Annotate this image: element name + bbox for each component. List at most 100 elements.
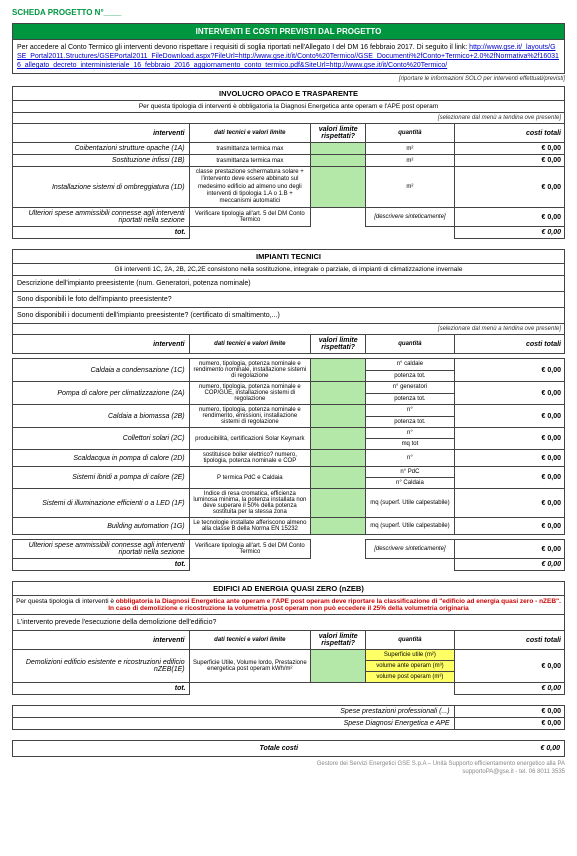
int-label: Building automation (1G): [13, 518, 190, 535]
note-effettuati: [riportare le informazioni SOLO per inte…: [12, 76, 565, 82]
table-row: Ulteriori spese ammissibili connesse agl…: [13, 540, 565, 559]
spesa-label: Spese Diagnosi Energetica e APE: [13, 718, 455, 730]
tot-label: tot.: [13, 683, 190, 695]
sec2-q2[interactable]: Sono disponibili le foto dell'impianto p…: [13, 292, 565, 308]
qnt-cell[interactable]: n°: [366, 428, 454, 439]
cost-cell: € 0,00: [454, 718, 564, 730]
desc-text: Per questa tipologia di interventi è: [16, 598, 116, 605]
cost-cell: € 0,00: [454, 382, 564, 405]
qnt-cell[interactable]: m²: [366, 155, 454, 167]
qnt-cell[interactable]: mq tot: [366, 439, 454, 450]
dati-cell: Verificare tipologia all'art. 5 del DM C…: [189, 208, 310, 227]
val-cell[interactable]: [311, 167, 366, 208]
int-label: Demolizioni edificio esistente e ricostr…: [13, 650, 190, 683]
cost-cell: € 0,00: [454, 143, 564, 155]
qnt-cell[interactable]: [descrivere sinteticamente]: [366, 208, 454, 227]
val-cell[interactable]: [311, 143, 366, 155]
cost-cell: € 0,00: [454, 450, 564, 467]
val-cell[interactable]: [311, 450, 366, 467]
val-cell[interactable]: [311, 155, 366, 167]
note-tendina: [selezionare dal menù a tendina ove pres…: [13, 324, 565, 335]
val-cell[interactable]: [311, 359, 366, 382]
table-row: Scaldacqua in pompa di calore (2D)sostit…: [13, 450, 565, 467]
sec1-title: INVOLUCRO OPACO E TRASPARENTE: [13, 87, 565, 101]
sec2-q3[interactable]: Sono disponibili i documenti dell'impian…: [13, 308, 565, 324]
qnt-cell[interactable]: n° generatori: [366, 382, 454, 394]
page-footer: Gestore dei Servizi Energetici GSE S.p.A…: [12, 761, 565, 777]
qnt-cell[interactable]: volume post operam (m³): [366, 672, 454, 683]
dati-cell: Verificare tipologia all'art. 5 del DM C…: [189, 540, 310, 559]
qnt-cell[interactable]: volume ante operam (m³): [366, 661, 454, 672]
qnt-cell[interactable]: Superficie utile (m²): [366, 650, 454, 661]
totale-value: € 0,00: [541, 745, 560, 752]
sec1-desc: Per questa tipologia di interventi è obb…: [13, 101, 565, 113]
qnt-cell[interactable]: m²: [366, 143, 454, 155]
spesa-label: Spese prestazioni professionali (...): [13, 706, 455, 718]
val-cell[interactable]: [311, 489, 366, 518]
totale-label: Totale costi: [17, 745, 541, 752]
qnt-cell[interactable]: potenza tot.: [366, 416, 454, 428]
qnt-cell[interactable]: potenza tot.: [366, 393, 454, 405]
page-header: SCHEDA PROGETTO N°____: [12, 8, 565, 17]
val-cell[interactable]: [311, 405, 366, 428]
dati-cell: numero, tipologia, potenza nominale e re…: [189, 359, 310, 382]
note-tendina: [selezionare dal menù a tendina ove pres…: [13, 113, 565, 124]
qnt-cell[interactable]: n° caldaie: [366, 359, 454, 371]
desc-red: obbligatoria la Diagnosi Energetica ante…: [108, 598, 561, 612]
val-cell[interactable]: [311, 382, 366, 405]
cost-cell: € 0,00: [454, 540, 564, 559]
dati-cell: Superficie Utile, Volume lordo, Prestazi…: [189, 650, 310, 683]
main-title: INTERVENTI E COSTI PREVISTI DAL PROGETTO: [12, 23, 565, 40]
th-valori: valori limite rispettati?: [311, 124, 366, 143]
table-row: Sostituzione infissi (1B) trasmittanza t…: [13, 155, 565, 167]
qnt-cell[interactable]: potenza tot.: [366, 370, 454, 382]
val-cell[interactable]: [311, 428, 366, 450]
th-costi: costi totali: [454, 124, 564, 143]
th-interventi: interventi: [13, 631, 190, 650]
int-label: Sistemi di illuminazione efficienti o a …: [13, 489, 190, 518]
th-valori: valori limite rispettati?: [311, 631, 366, 650]
dati-cell: trasmittanza termica max: [189, 155, 310, 167]
th-dati: dati tecnici e valori limite: [189, 631, 310, 650]
qnt-cell[interactable]: m²: [366, 167, 454, 208]
qnt-cell[interactable]: n°: [366, 450, 454, 467]
sec2-q1[interactable]: Descrizione dell'impianto preesistente (…: [13, 276, 565, 292]
qnt-cell[interactable]: n°: [366, 405, 454, 417]
table-row: Coibentazioni strutture opache (1A) tras…: [13, 143, 565, 155]
dati-cell: Le tecnologie installate afferiscono alm…: [189, 518, 310, 535]
int-label: Installazione sistemi di ombreggiatura (…: [13, 167, 190, 208]
table-involucro: INVOLUCRO OPACO E TRASPARENTE Per questa…: [12, 86, 565, 239]
table-row: Installazione sistemi di ombreggiatura (…: [13, 167, 565, 208]
sec2-footer: Ulteriori spese ammissibili connesse agl…: [12, 539, 565, 571]
totale-costi: Totale costi € 0,00: [12, 740, 565, 757]
int-label: Caldaia a biomassa (2B): [13, 405, 190, 428]
intro-text: Per accedere al Conto Termico gli interv…: [17, 44, 467, 51]
th-valori: valori limite rispettati?: [311, 335, 366, 354]
sec3-q1[interactable]: L'intervento prevede l'esecuzione della …: [13, 615, 565, 631]
cost-cell: € 0,00: [454, 167, 564, 208]
val-cell[interactable]: [311, 650, 366, 683]
table-impianti: IMPIANTI TECNICI Gli interventi 1C, 2A, …: [12, 249, 565, 354]
cost-cell: € 0,00: [454, 405, 564, 428]
qnt-cell[interactable]: [descrivere sinteticamente]: [366, 540, 454, 559]
val-cell[interactable]: [311, 518, 366, 535]
qnt-cell[interactable]: n° Caldaia: [366, 478, 454, 489]
footer-line: Gestore dei Servizi Energetici GSE S.p.A…: [12, 761, 565, 769]
dati-cell: numero, tipologia, potenza nominale e re…: [189, 405, 310, 428]
qnt-cell[interactable]: n° PdC: [366, 467, 454, 478]
int-label: Caldaia a condensazione (1C): [13, 359, 190, 382]
qnt-cell[interactable]: mq (superf. Utile calpestabile): [366, 518, 454, 535]
cost-cell: € 0,00: [454, 518, 564, 535]
cost-cell: € 0,00: [454, 155, 564, 167]
table-row: Pompa di calore per climatizzazione (2A)…: [13, 382, 565, 394]
table-row: Caldaia a condensazione (1C)numero, tipo…: [13, 359, 565, 371]
table-row: Collettori solari (2C)producibilità, cer…: [13, 428, 565, 439]
int-label: Coibentazioni strutture opache (1A): [13, 143, 190, 155]
qnt-cell[interactable]: mq (superf. Utile calpestabile): [366, 489, 454, 518]
sec2-desc: Gli interventi 1C, 2A, 2B, 2C,2E consist…: [13, 264, 565, 276]
th-dati: dati tecnici e valori limite: [189, 335, 310, 354]
int-label: Ulteriori spese ammissibili connesse agl…: [13, 208, 190, 227]
table-row: Spese prestazioni professionali (...) € …: [13, 706, 565, 718]
val-cell[interactable]: [311, 467, 366, 489]
table-row: Spese Diagnosi Energetica e APE € 0,00: [13, 718, 565, 730]
